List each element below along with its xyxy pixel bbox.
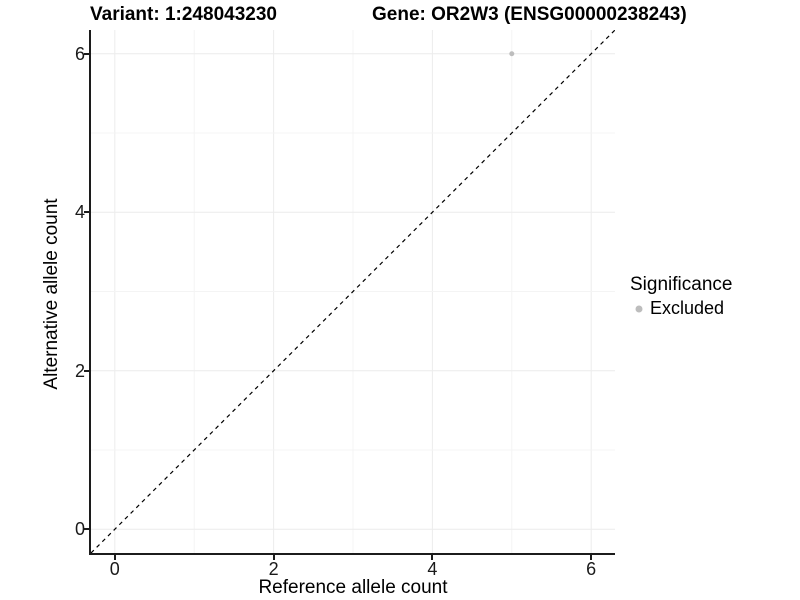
x-tick-mark: [431, 555, 434, 560]
y-tick-mark: [84, 528, 89, 531]
excluded-point-icon: [635, 305, 642, 312]
legend-item-excluded: Excluded: [630, 298, 732, 319]
gene-title: Gene: OR2W3 (ENSG00000238243): [372, 4, 687, 25]
legend: Significance Excluded: [630, 274, 732, 319]
y-tick-label: 6: [74, 43, 85, 64]
x-tick-label: 4: [427, 559, 438, 579]
y-tick-label: 0: [74, 519, 85, 540]
x-axis-title-text: Reference allele count: [258, 577, 448, 598]
plot-panel: [89, 30, 615, 555]
identity-dashed-line: [91, 30, 615, 553]
y-tick-mark: [84, 369, 89, 372]
x-axis-title: Reference allele count: [91, 577, 615, 599]
legend-key-swatch: [630, 300, 647, 317]
legend-title: Significance: [630, 274, 733, 295]
x-tick-label: 6: [586, 559, 597, 579]
y-tick-mark: [84, 52, 89, 55]
y-tick-label: 4: [74, 202, 85, 223]
x-tick-mark: [272, 555, 275, 560]
plot-area-canvas: [91, 30, 615, 553]
x-tick-label: 2: [268, 559, 279, 579]
variant-title: Variant: 1:248043230: [90, 4, 277, 25]
x-tick-label: 0: [109, 559, 120, 579]
x-tick-mark: [590, 555, 593, 560]
y-axis-title: Alternative allele count: [41, 198, 62, 390]
data-point: [509, 51, 515, 57]
y-tick-mark: [84, 211, 89, 214]
legend-item-label: Excluded: [650, 298, 725, 318]
y-tick-label: 2: [74, 360, 85, 381]
x-tick-mark: [113, 555, 116, 560]
